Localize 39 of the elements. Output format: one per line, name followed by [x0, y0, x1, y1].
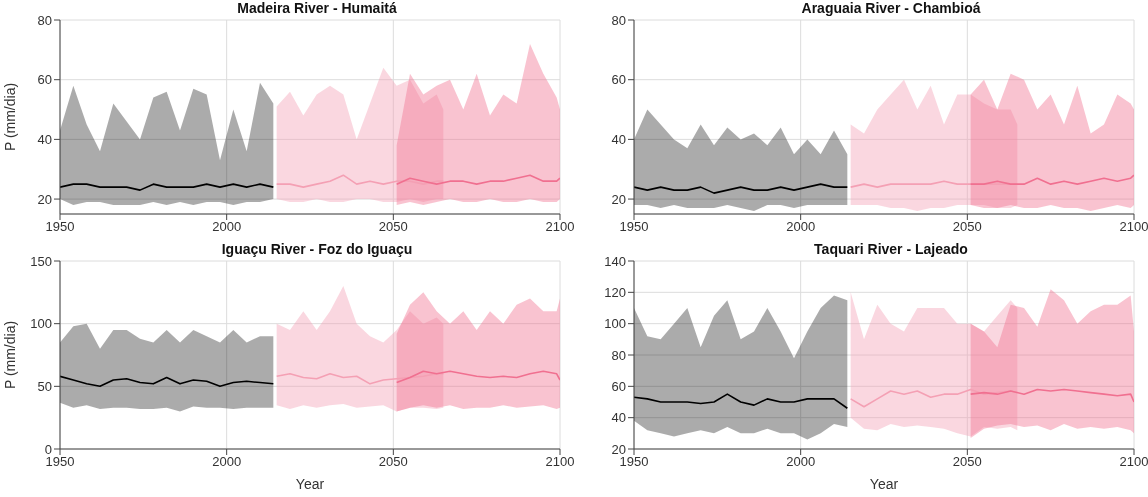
y-tick-label: 140: [604, 253, 626, 269]
y-axis-title: P (mm/dia): [1, 320, 18, 389]
chart-title: Iguaçu River - Foz do Iguaçu: [221, 240, 413, 257]
chart-title: Madeira River - Humaitá: [237, 0, 397, 16]
y-tick-label: 60: [611, 378, 626, 394]
y-tick-label: 120: [604, 284, 626, 300]
x-tick-label: 2100: [545, 219, 575, 235]
y-tick-label: 40: [611, 409, 626, 425]
y-tick-label: 80: [611, 12, 626, 28]
x-axis-title: Year: [869, 475, 899, 492]
chart-title: Araguaia River - Chambioá: [801, 0, 981, 16]
x-tick-label: 2050: [378, 453, 408, 469]
x-tick-label: 1950: [619, 219, 649, 235]
x-tick-label: 2050: [952, 453, 982, 469]
x-tick-label: 2050: [952, 219, 982, 235]
x-tick-label: 2050: [378, 219, 408, 235]
y-tick-label: 50: [37, 378, 52, 394]
y-tick-label: 20: [611, 191, 626, 207]
y-tick-label: 150: [30, 253, 52, 269]
y-tick-label: 80: [37, 12, 52, 28]
x-tick-label: 2100: [1119, 453, 1148, 469]
x-tick-label: 2100: [545, 453, 575, 469]
x-tick-label: 2000: [212, 453, 242, 469]
y-tick-label: 100: [30, 315, 52, 331]
chart-title: Taquari River - Lajeado: [814, 240, 968, 257]
y-tick-label: 20: [37, 191, 52, 207]
y-tick-label: 60: [37, 72, 52, 88]
x-tick-label: 2100: [1119, 219, 1148, 235]
y-tick-label: 40: [37, 132, 52, 147]
x-tick-label: 1950: [45, 219, 75, 235]
x-axis-title: Year: [295, 475, 325, 492]
x-tick-label: 2000: [786, 453, 816, 469]
x-tick-label: 2000: [212, 219, 242, 235]
x-tick-label: 2000: [786, 219, 816, 235]
y-tick-label: 60: [611, 72, 626, 88]
y-tick-label: 80: [611, 347, 626, 363]
y-axis-title: P (mm/dia): [1, 82, 18, 152]
y-tick-label: 40: [611, 132, 626, 147]
y-tick-label: 100: [604, 315, 626, 331]
